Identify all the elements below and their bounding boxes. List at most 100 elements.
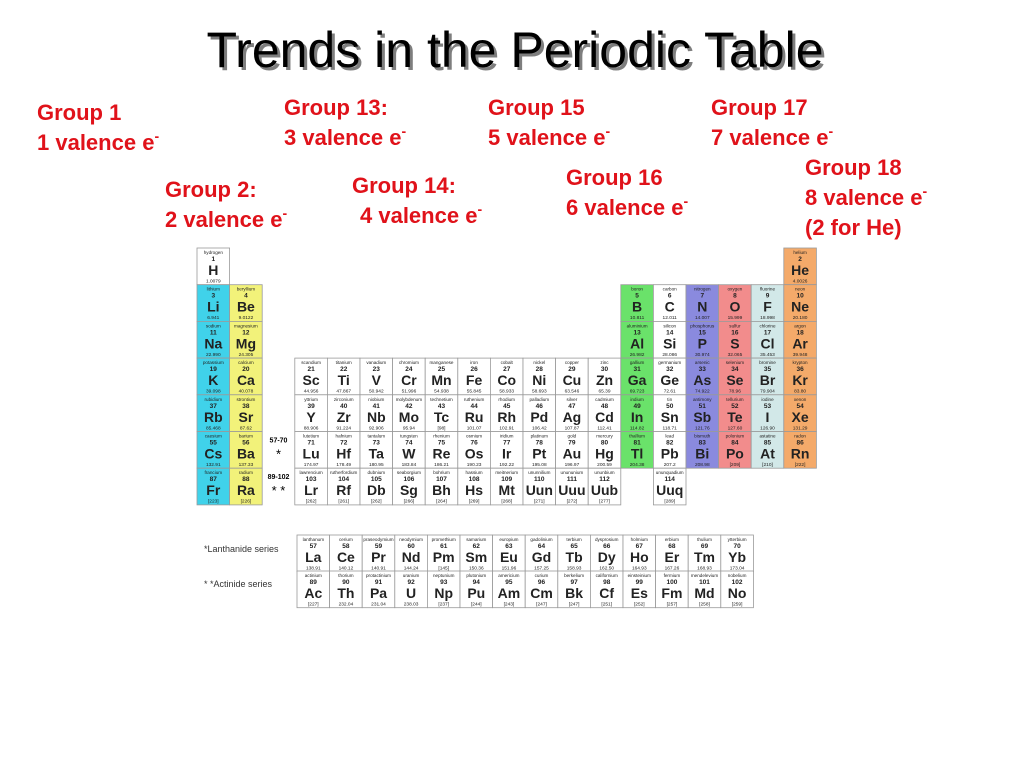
atomic-mass: 79.904 <box>760 389 775 395</box>
atomic-mass: 238.03 <box>404 602 419 608</box>
element-symbol: Ti <box>338 372 350 388</box>
atomic-mass: 121.76 <box>695 425 710 431</box>
superscript: - <box>282 205 287 221</box>
atomic-number: 2 <box>798 256 802 263</box>
atomic-number: 72 <box>340 440 348 447</box>
cell-box <box>653 394 687 432</box>
atomic-mass: 118.71 <box>663 425 678 431</box>
atomic-number: 28 <box>536 366 544 373</box>
element-symbol: Pu <box>467 585 485 601</box>
cell-box <box>229 284 263 322</box>
cell-box <box>720 534 754 573</box>
element-symbol: Lu <box>303 446 320 462</box>
element-name: iridium <box>500 434 514 439</box>
atomic-number: 106 <box>403 476 414 483</box>
element-name: europium <box>499 537 518 542</box>
atomic-mass: 58.933 <box>499 389 514 395</box>
atomic-number: 88 <box>242 476 250 483</box>
atomic-number: 90 <box>342 579 350 586</box>
element-symbol: Mo <box>399 409 419 425</box>
atomic-number: 52 <box>731 403 739 410</box>
cell-box <box>457 394 491 432</box>
element-name: nitrogen <box>694 287 711 292</box>
atomic-mass: 63.546 <box>565 389 580 395</box>
annotation-line: Group 17 <box>711 95 808 120</box>
superscript: - <box>401 123 406 139</box>
element-symbol: Mt <box>499 482 516 498</box>
atomic-number: 78 <box>536 440 544 447</box>
element-name: curium <box>535 573 549 578</box>
element-name: antimony <box>693 397 712 402</box>
element-name: silicon <box>663 323 676 328</box>
element-name: oxygen <box>727 287 742 292</box>
cell-box <box>196 394 230 432</box>
element-name: gadolinium <box>530 537 552 542</box>
element-name: strontium <box>236 397 255 402</box>
element-symbol: Cr <box>401 372 417 388</box>
cell-box <box>196 247 230 286</box>
cell-box <box>492 534 526 573</box>
cell-box <box>522 467 556 506</box>
cell-box <box>687 534 722 573</box>
atomic-mass: [269] <box>469 499 480 505</box>
cell-box <box>685 357 719 396</box>
element-name: magnesium <box>234 323 258 328</box>
element-symbol: Er <box>665 549 680 565</box>
element-name: mendelevium <box>691 573 718 578</box>
atomic-number: 98 <box>603 579 611 586</box>
atomic-mass: 195.08 <box>532 462 547 468</box>
atomic-mass: 85.468 <box>206 425 221 431</box>
element-name: lawrencium <box>299 470 322 475</box>
atomic-mass: 131.29 <box>793 425 808 431</box>
element-symbol: Ne <box>791 299 809 315</box>
cell-box <box>294 431 328 469</box>
atomic-mass: 107.87 <box>565 425 580 431</box>
element-name: lithium <box>207 287 220 292</box>
element-symbol: Md <box>694 585 714 601</box>
atomic-number: 1 <box>211 256 215 263</box>
element-symbol: Sr <box>239 409 254 425</box>
element-symbol: Ag <box>563 409 582 425</box>
atomic-number: 31 <box>633 366 641 373</box>
cell-box <box>622 570 656 609</box>
element-name: bromine <box>759 360 776 365</box>
cell-box <box>590 534 624 573</box>
element-name: boron <box>631 287 643 292</box>
atomic-mass: 69.723 <box>630 389 645 395</box>
cell-box <box>394 570 428 609</box>
atomic-mass: 1.0079 <box>206 279 221 285</box>
atomic-number: 16 <box>731 329 739 336</box>
superscript: - <box>683 193 688 209</box>
element-symbol: Sm <box>465 549 487 565</box>
atomic-mass: 232.04 <box>339 602 354 608</box>
element-name: neon <box>795 287 806 292</box>
cell-box <box>720 570 754 609</box>
element-name: bismuth <box>694 434 711 439</box>
cell-box <box>329 570 363 609</box>
atomic-mass: 167.26 <box>665 566 680 572</box>
atomic-number: 40 <box>340 403 348 410</box>
element-symbol: Ce <box>337 549 355 565</box>
atomic-mass: 208.98 <box>695 462 710 468</box>
atomic-number: 15 <box>699 329 707 336</box>
element-name: calcium <box>238 360 254 365</box>
atomic-number: 105 <box>371 476 382 483</box>
atomic-mass: [226] <box>241 499 252 505</box>
atomic-mass: 22.990 <box>206 352 221 358</box>
element-name: argon <box>794 323 806 328</box>
atomic-number: 32 <box>666 366 674 373</box>
element-name: krypton <box>793 360 809 365</box>
title-shadow: Trends in the Periodic Table <box>209 25 826 81</box>
